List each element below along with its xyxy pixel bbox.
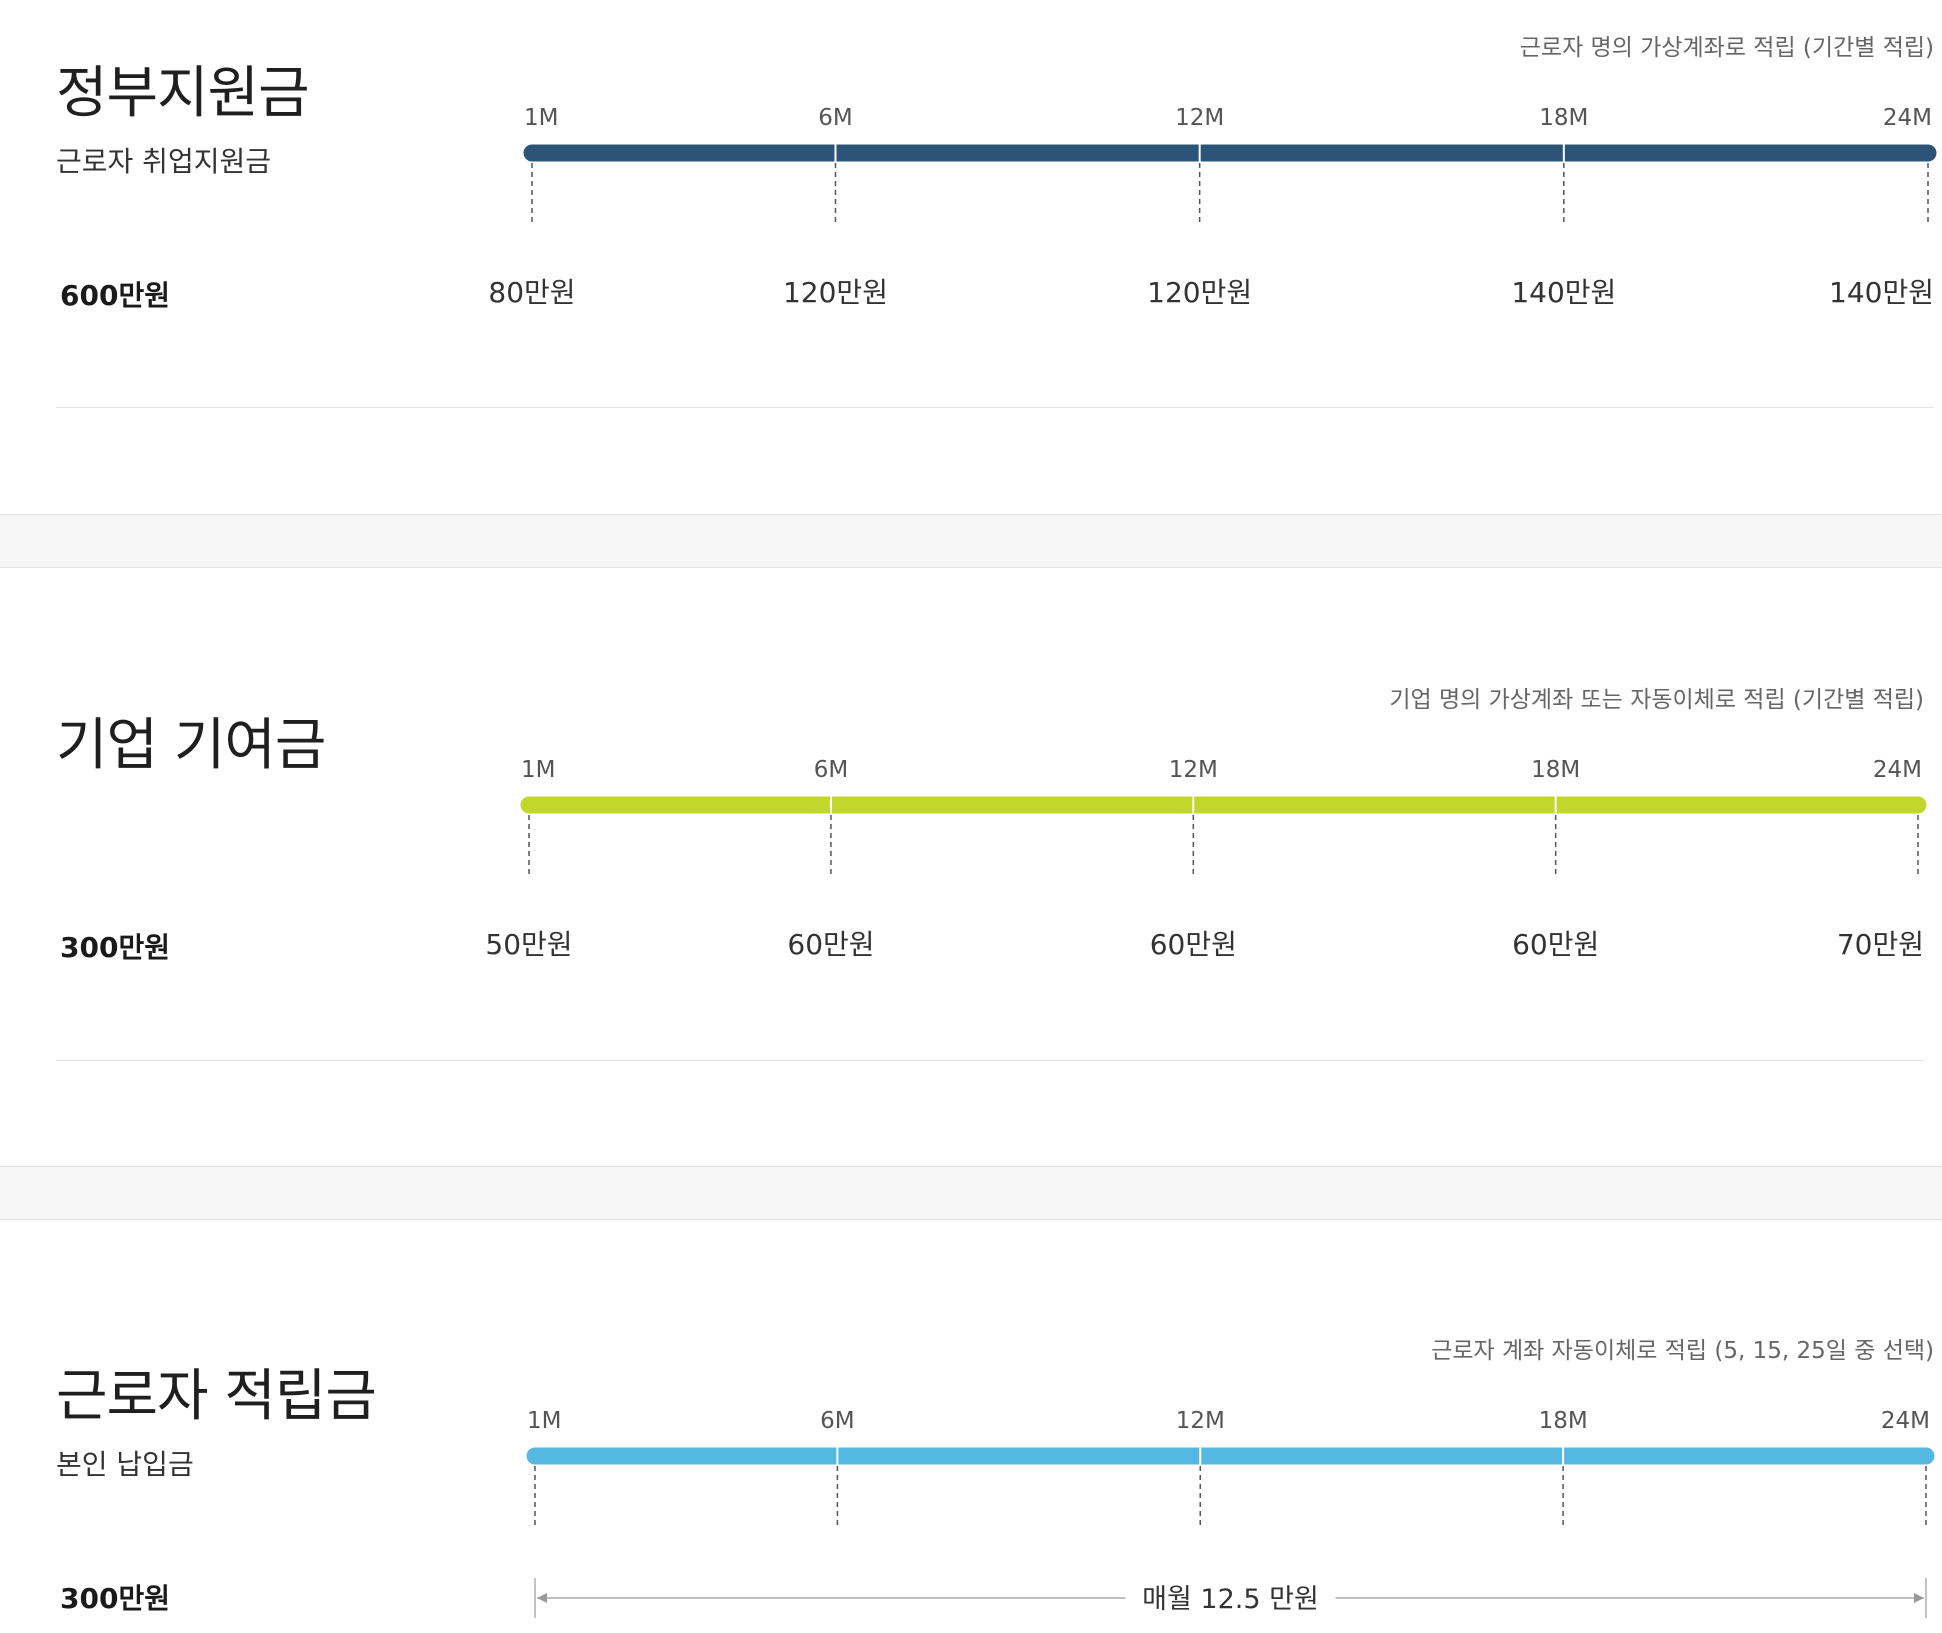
value-label: 60만원 <box>1512 928 1599 961</box>
value-label: 120만원 <box>783 276 888 309</box>
section-note: 근로자 계좌 자동이체로 적립 (5, 15, 25일 중 선택) <box>1431 1338 1934 1364</box>
value-label: 140만원 <box>1829 276 1934 309</box>
tick-label: 12M <box>1175 105 1224 131</box>
tick-label: 24M <box>1873 757 1922 783</box>
value-label: 60만원 <box>787 928 874 961</box>
tick-label: 24M <box>1883 105 1932 131</box>
tick-label: 18M <box>1531 757 1580 783</box>
section-worker-savings: 근로자 적립금 본인 납입금 300만원 근로자 계좌 자동이체로 적립 (5,… <box>0 1219 1942 1633</box>
section-note: 기업 명의 가상계좌 또는 자동이체로 적립 (기간별 적립) <box>1389 687 1924 713</box>
section-separator <box>0 1166 1942 1220</box>
section-company-contribution: 기업 기여금 300만원 기업 명의 가상계좌 또는 자동이체로 적립 (기간별… <box>0 568 1942 1168</box>
section-title: 정부지원금 <box>56 61 310 126</box>
tick-label: 1M <box>521 757 555 783</box>
timeline-chart: 1M 50만원 6M 60만원 12M 60만원 18M 60만원 24M 70만원 <box>485 757 1927 961</box>
section-divider <box>56 407 1934 408</box>
value-label: 50만원 <box>485 928 572 961</box>
tick-label: 18M <box>1539 105 1588 131</box>
section-total: 300만원 <box>60 931 170 964</box>
section-subtitle: 근로자 취업지원금 <box>56 145 271 178</box>
section-title: 근로자 적립금 <box>56 1364 377 1429</box>
tick-label: 24M <box>1881 1408 1930 1434</box>
value-label: 60만원 <box>1150 928 1237 961</box>
section-total: 600만원 <box>60 279 170 312</box>
tick-label: 12M <box>1176 1408 1225 1434</box>
section-separator <box>0 514 1942 568</box>
value-label: 120만원 <box>1147 276 1252 309</box>
value-label: 140만원 <box>1511 276 1616 309</box>
range-label: 매월 12.5 만원 <box>1142 1584 1319 1615</box>
tick-label: 18M <box>1539 1408 1588 1434</box>
tick-label: 6M <box>814 757 848 783</box>
section-title: 기업 기여금 <box>56 713 326 778</box>
tick-label: 6M <box>820 1408 854 1434</box>
section-note: 근로자 명의 가상계좌로 적립 (기간별 적립) <box>1519 35 1934 61</box>
section-total: 300만원 <box>60 1582 170 1615</box>
range-arrow-right <box>1914 1593 1924 1603</box>
tick-label: 1M <box>527 1408 561 1434</box>
timeline-chart: 1M 80만원 6M 120만원 12M 120만원 18M 140만원 24M 140만원 <box>488 105 1937 309</box>
section-subtitle: 본인 납입금 <box>56 1448 194 1481</box>
tick-label: 1M <box>524 105 558 131</box>
timeline-chart: 1M 6M 12M 18M 24M 매월 12.5 만원 <box>526 1408 1935 1618</box>
value-label: 80만원 <box>488 276 575 309</box>
tick-label: 12M <box>1169 757 1218 783</box>
tick-label: 6M <box>818 105 852 131</box>
section-divider <box>56 1060 1924 1061</box>
range-arrow-left <box>537 1593 547 1603</box>
section-government-subsidy: 정부지원금 근로자 취업지원금 600만원 근로자 명의 가상계좌로 적립 (기… <box>0 0 1942 520</box>
value-label: 70만원 <box>1837 928 1924 961</box>
